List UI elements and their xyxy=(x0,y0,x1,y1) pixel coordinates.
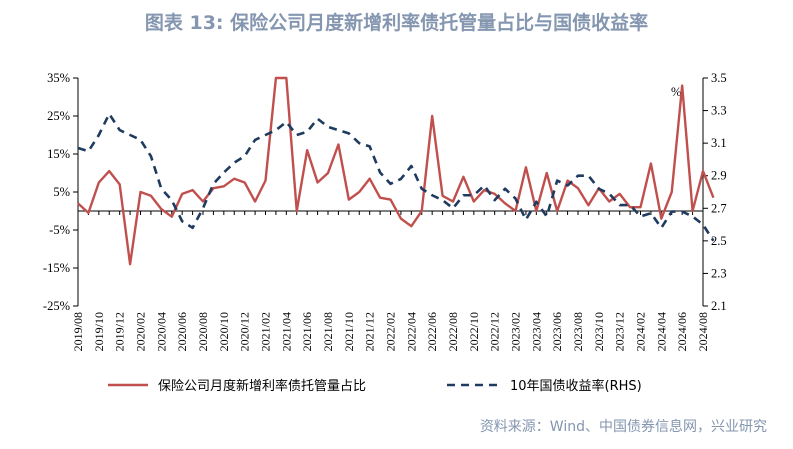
source-note: 资料来源：Wind、中国债券信息网，兴业研究 xyxy=(479,419,767,435)
x-axis-tick-label: 2022/06 xyxy=(425,312,439,351)
x-axis-tick-label: 2023/12 xyxy=(613,312,627,351)
right-axis-tick-label: 2.1 xyxy=(711,299,727,313)
x-axis-tick-label: 2021/12 xyxy=(363,312,377,351)
x-axis-tick-label: 2020/02 xyxy=(134,312,148,351)
x-axis-tick-label: 2019/12 xyxy=(113,312,127,351)
right-axis-tick-label: 3.1 xyxy=(711,136,727,150)
x-axis-tick-label: 2023/08 xyxy=(571,312,585,351)
x-axis-tick-label: 2023/10 xyxy=(592,312,606,351)
left-axis-tick-label: -5% xyxy=(49,223,70,237)
x-axis-tick-label: 2020/08 xyxy=(196,312,210,351)
left-axis-tick-label: 5% xyxy=(53,185,70,199)
right-axis-tick-label: 3.5 xyxy=(711,71,727,85)
x-axis-tick-label: 2021/04 xyxy=(279,312,293,351)
x-axis-tick-label: 2021/08 xyxy=(321,312,335,351)
legend-label-treasury-yield: 10年国债收益率(RHS) xyxy=(510,378,642,394)
x-axis-tick-label: 2023/06 xyxy=(550,312,564,351)
right-axis-tick-label: 2.3 xyxy=(711,266,727,280)
legend-label-insurance-share: 保险公司月度新增利率债托管量占比 xyxy=(158,378,366,394)
right-axis-tick-label: 2.7 xyxy=(711,201,727,215)
series-treasury-yield-line xyxy=(77,112,715,242)
chart-title: 图表 13: 保险公司月度新增利率债托管量占比与国债收益率 xyxy=(144,12,649,34)
series-insurance-share-line xyxy=(77,76,715,266)
x-axis-tick-label: 2022/04 xyxy=(404,312,418,351)
x-axis-tick-label: 2019/08 xyxy=(71,312,85,351)
x-axis-tick-label: 2024/06 xyxy=(675,312,689,351)
left-axis-tick-label: -25% xyxy=(43,299,70,313)
x-axis-tick-label: 2024/08 xyxy=(696,312,710,351)
x-axis-tick-label: 2021/02 xyxy=(259,312,273,351)
x-axis-tick-label: 2024/02 xyxy=(634,312,648,351)
left-axis-tick-label: 35% xyxy=(47,71,70,85)
x-axis-tick-label: 2020/10 xyxy=(217,312,231,351)
x-axis-tick-label: 2023/02 xyxy=(509,312,523,351)
legend: 保险公司月度新增利率债托管量占比 10年国债收益率(RHS) xyxy=(108,378,642,394)
x-axis-tick-label: 2019/10 xyxy=(92,312,106,351)
x-axis-tick-label: 2022/12 xyxy=(488,312,502,351)
x-axis-tick-label: 2022/08 xyxy=(446,312,460,351)
axes: 35% 25% 15% 5% -5% -15% -25% 3.5 3.3 3.1 2.9 2.7 2.5… xyxy=(43,71,727,351)
x-axis-tick-label: 2020/04 xyxy=(154,312,168,351)
left-axis-tick-label: 25% xyxy=(47,109,70,123)
x-axis-tick-label: 2023/04 xyxy=(529,312,543,351)
left-axis-tick-label: -15% xyxy=(43,261,70,275)
x-axis-tick-label: 2020/12 xyxy=(238,312,252,351)
right-axis-unit-label: % xyxy=(671,85,681,99)
x-axis-tick-label: 2021/06 xyxy=(300,312,314,351)
right-axis-tick-label: 2.5 xyxy=(711,234,727,248)
x-axis-tick-label: 2022/10 xyxy=(467,312,481,351)
x-axis-tick-label: 2021/10 xyxy=(342,312,356,351)
series-layer xyxy=(77,76,715,266)
x-axis-tick-label: 2024/04 xyxy=(654,312,668,351)
x-axis-tick-label: 2022/02 xyxy=(384,312,398,351)
right-axis-tick-label: 3.3 xyxy=(711,104,727,118)
left-axis-tick-label: 15% xyxy=(47,147,70,161)
right-axis-tick-label: 2.9 xyxy=(711,169,727,183)
x-axis-tick-label: 2020/06 xyxy=(175,312,189,351)
